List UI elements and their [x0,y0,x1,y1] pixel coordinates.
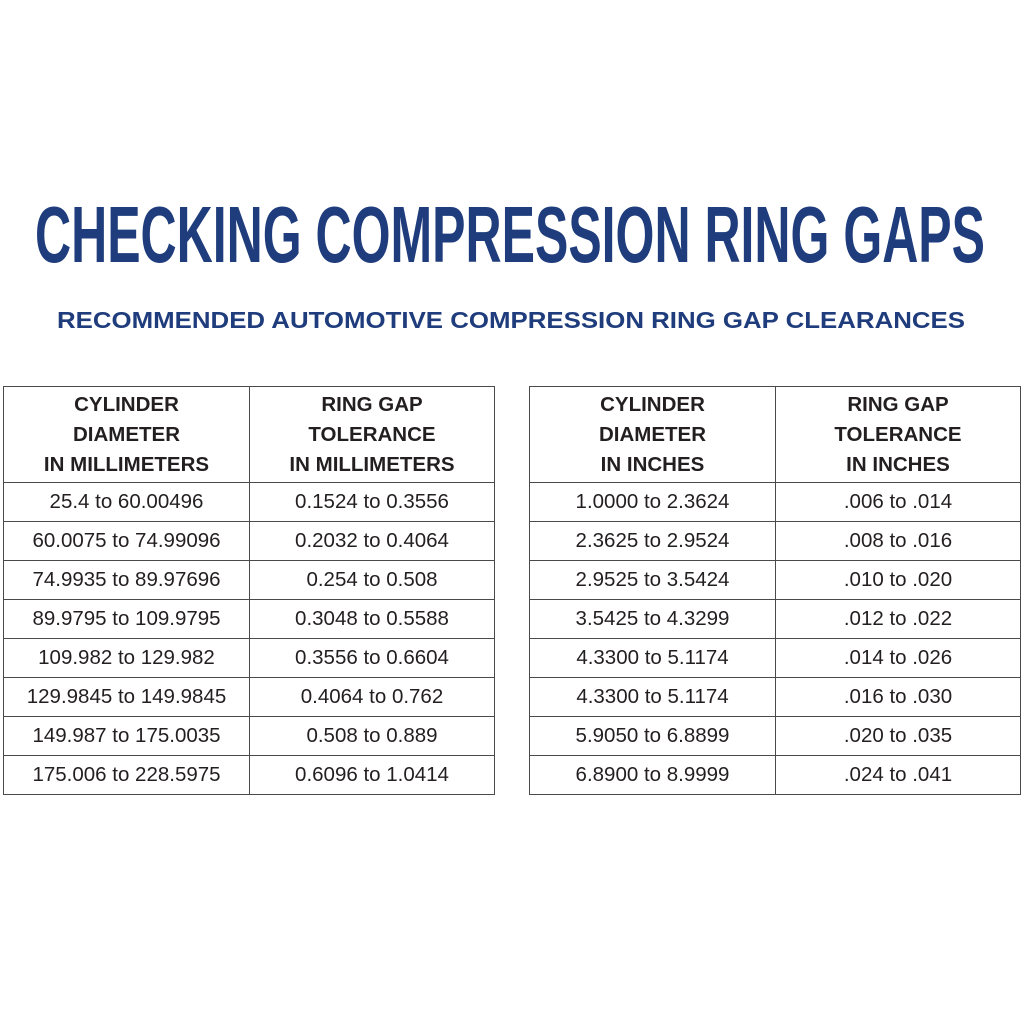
page-subtitle: RECOMMENDED AUTOMOTIVE COMPRESSION RING … [57,307,965,333]
ring-gap-cell: 0.254 to 0.508 [249,560,495,600]
column-header: RING GAP TOLERANCE IN MILLIMETERS [249,386,495,483]
table-row: 4.3300 to 5.1174.016 to .030 [529,677,1021,717]
page-subtitle-wrapper: RECOMMENDED AUTOMOTIVE COMPRESSION RING … [57,307,965,333]
ring-gap-cell: .008 to .016 [775,521,1021,561]
column-header-line: CYLINDER [600,392,705,416]
table-row: 149.987 to 175.0035 0.508 to 0.889 [3,716,495,756]
table-row: 60.0075 to 74.99096 0.2032 to 0.4064 [3,521,495,561]
cylinder-diameter-cell: 149.987 to 175.0035 [3,716,250,756]
ring-gap-cell: .016 to .030 [775,677,1021,717]
column-header-line: IN INCHES [846,452,950,476]
column-header-line: RING GAP [321,392,423,416]
column-header: CYLINDER DIAMETER IN MILLIMETERS [3,386,250,483]
cylinder-diameter-cell: 175.006 to 228.5975 [3,755,250,795]
cylinder-diameter-cell: 6.8900 to 8.9999 [529,755,776,795]
page-title-wrapper: CHECKING COMPRESSION RING GAPS [35,190,985,279]
column-header-line: DIAMETER [598,422,707,446]
metric-table: CYLINDER DIAMETER IN MILLIMETERS RING GAP TO… [3,386,495,795]
column-header: CYLINDER DIAMETER IN INCHES [529,386,776,483]
ring-gap-cell: 0.6096 to 1.0414 [249,755,495,795]
column-header-line: IN INCHES [600,452,705,476]
cylinder-diameter-cell: 2.9525 to 3.5424 [529,560,776,600]
ring-gap-cell: .010 to .020 [775,560,1021,600]
ring-gap-cell: 0.3048 to 0.5588 [249,599,495,639]
table-row: 3.5425 to 4.3299.012 to .022 [529,599,1021,639]
column-header-line: TOLERANCE [308,422,436,446]
column-header-line: IN MILLIMETERS [43,452,210,476]
table-row: 175.006 to 228.5975 0.6096 to 1.0414 [3,755,495,795]
column-header-line: IN MILLIMETERS [289,452,455,476]
table-row: 25.4 to 60.00496 0.1524 to 0.3556 [3,482,495,522]
cylinder-diameter-cell: 25.4 to 60.00496 [3,482,250,522]
cylinder-diameter-cell: 1.0000 to 2.3624 [529,482,776,522]
ring-gap-cell: 0.2032 to 0.4064 [249,521,495,561]
column-header-line: DIAMETER [72,422,181,446]
table-header-row: CYLINDER DIAMETER IN INCHES RING GAP TOLERAN… [529,386,1021,483]
ring-gap-cell: .014 to .026 [775,638,1021,678]
table-row: 2.9525 to 3.5424.010 to .020 [529,560,1021,600]
ring-gap-cell: 0.1524 to 0.3556 [249,482,495,522]
table-row: 2.3625 to 2.9524.008 to .016 [529,521,1021,561]
ring-gap-cell: .024 to .041 [775,755,1021,795]
table-row: 1.0000 to 2.3624.006 to .014 [529,482,1021,522]
column-header-line: TOLERANCE [834,422,962,446]
table-row: 74.9935 to 89.97696 0.254 to 0.508 [3,560,495,600]
ring-gap-cell: 0.508 to 0.889 [249,716,495,756]
cylinder-diameter-cell: 4.3300 to 5.1174 [529,677,776,717]
column-header-line: RING GAP [847,392,949,416]
table-header-row: CYLINDER DIAMETER IN MILLIMETERS RING GAP TO… [3,386,495,483]
page-title: CHECKING COMPRESSION RING GAPS [35,190,985,279]
cylinder-diameter-cell: 2.3625 to 2.9524 [529,521,776,561]
ring-gap-cell: .012 to .022 [775,599,1021,639]
cylinder-diameter-cell: 89.9795 to 109.9795 [3,599,250,639]
imperial-table: CYLINDER DIAMETER IN INCHES RING GAP TOLERAN… [529,386,1021,795]
table-row: 89.9795 to 109.9795 0.3048 to 0.5588 [3,599,495,639]
table-row: 6.8900 to 8.9999.024 to .041 [529,755,1021,795]
table-row: 4.3300 to 5.1174.014 to .026 [529,638,1021,678]
cylinder-diameter-cell: 60.0075 to 74.99096 [3,521,250,561]
table-row: 109.982 to 129.982 0.3556 to 0.6604 [3,638,495,678]
cylinder-diameter-cell: 4.3300 to 5.1174 [529,638,776,678]
cylinder-diameter-cell: 129.9845 to 149.9845 [3,677,250,717]
cylinder-diameter-cell: 109.982 to 129.982 [3,638,250,678]
cylinder-diameter-cell: 5.9050 to 6.8899 [529,716,776,756]
ring-gap-cell: .020 to .035 [775,716,1021,756]
ring-gap-cell: .006 to .014 [775,482,1021,522]
column-header-line: CYLINDER [74,392,179,416]
table-row: 5.9050 to 6.8899.020 to .035 [529,716,1021,756]
ring-gap-cell: 0.4064 to 0.762 [249,677,495,717]
ring-gap-cell: 0.3556 to 0.6604 [249,638,495,678]
cylinder-diameter-cell: 3.5425 to 4.3299 [529,599,776,639]
column-header: RING GAP TOLERANCE IN INCHES [775,386,1021,483]
table-row: 129.9845 to 149.9845 0.4064 to 0.762 [3,677,495,717]
cylinder-diameter-cell: 74.9935 to 89.97696 [3,560,250,600]
